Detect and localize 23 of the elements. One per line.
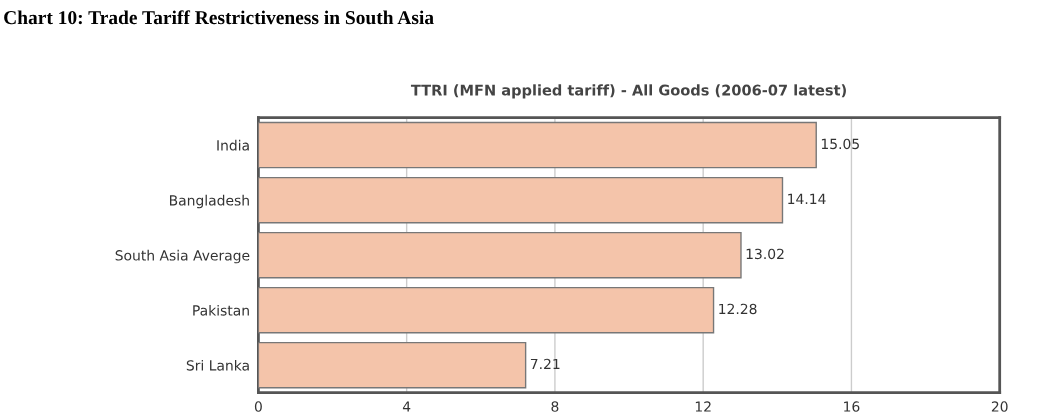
bar (258, 286, 715, 334)
data-label: 12.28 (719, 303, 757, 315)
data-label: 15.05 (821, 138, 859, 150)
y-tick-label: Sri Lanka (186, 359, 249, 371)
x-tick-label: 0 (254, 401, 262, 412)
x-tick-label: 16 (844, 401, 860, 412)
chart-subtitle: TTRI (MFN applied tariff) - All Goods (2006-07 latest) (410, 84, 846, 99)
data-label: 14.14 (788, 193, 826, 204)
y-tick-label: Bangladesh (170, 194, 249, 209)
y-tick-label: Pakistan (193, 304, 249, 316)
y-tick-label: India (217, 139, 249, 151)
x-tick-label: 8 (551, 401, 559, 412)
x-tick-label: 20 (991, 401, 1008, 412)
chart-title: Chart 10: Trade Tariff Restrictiveness in South Asia (4, 10, 434, 25)
x-tick-label: 12 (695, 401, 711, 412)
bar (258, 176, 784, 224)
bar (258, 121, 817, 169)
bar (258, 341, 527, 389)
data-label: 7.21 (530, 358, 560, 370)
x-tick-label: 4 (402, 401, 411, 412)
y-tick-label: South Asia Average (115, 249, 250, 264)
data-label: 13.02 (746, 248, 784, 260)
bar (258, 231, 742, 279)
